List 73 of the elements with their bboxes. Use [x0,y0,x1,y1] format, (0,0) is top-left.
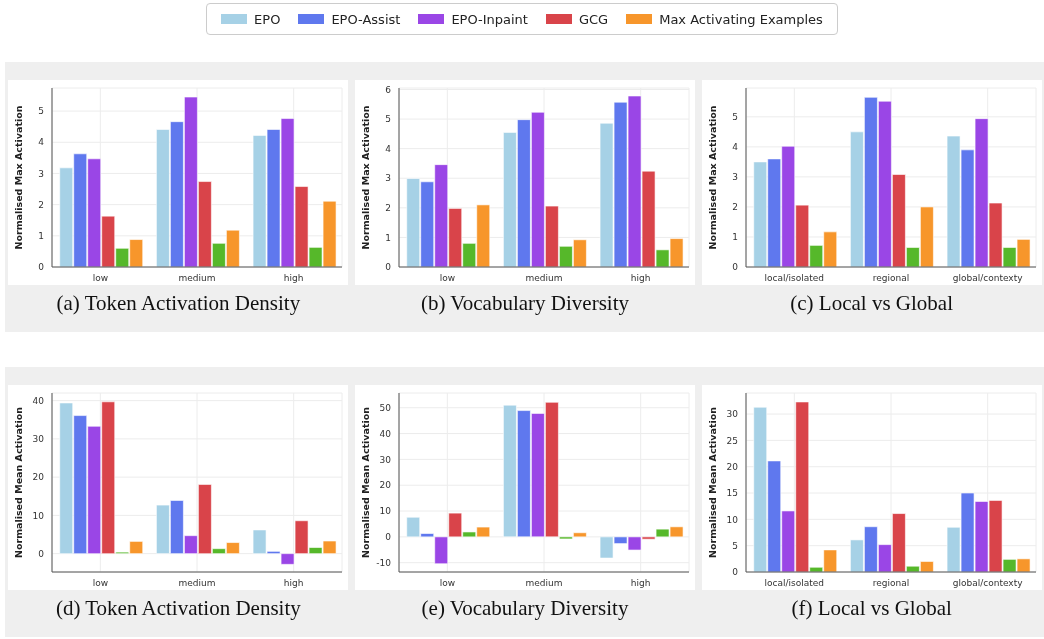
x-tick-label: regional [872,273,909,284]
y-tick-label: 5 [731,540,738,551]
text: (a) Token Activation Density [56,291,301,316]
y-tick-label: 3 [385,173,391,184]
y-tick-label: 15 [726,488,738,499]
y-tick-label: 30 [32,434,45,445]
y-tick-label: 0 [385,262,392,273]
x-tick-label: high [284,273,304,284]
x-tick-label: low [439,578,456,589]
x-tick-label: low [92,578,109,589]
y-tick-label: 40 [379,428,392,439]
y-tick-label: 0 [731,567,738,578]
legend-label: EPO-Assist [331,11,401,27]
legend-label: EPO [254,11,281,27]
y-tick-label: 2 [385,203,391,214]
y-tick-label: 10 [726,514,738,525]
x-tick-label: high [284,578,304,589]
legend-label: EPO-Inpaint [451,11,528,27]
y-tick-label: 0 [385,532,392,543]
x-tick-label: medium [178,578,216,589]
text: (b) Vocabulary Diversity [420,291,629,316]
x-tick-label: regional [872,578,909,589]
y-tick-label: 25 [726,435,738,446]
text: (e) Vocabulary Diversity [421,596,629,621]
x-tick-label: high [630,273,651,284]
y-axis-title: Normalised Mean Activation [360,406,372,559]
x-tick-label: medium [525,578,563,589]
y-tick-label: 4 [38,137,45,148]
y-tick-label: 0 [38,548,45,559]
y-tick-label: 3 [731,172,738,183]
x-tick-label: local/isolated [764,578,824,589]
y-tick-label: 0 [731,262,738,273]
y-tick-label: 20 [726,461,738,472]
y-tick-label: 3 [38,168,45,179]
y-tick-label: 20 [379,480,392,491]
y-tick-label: 2 [731,202,738,213]
text: (f) Local vs Global [791,596,952,621]
y-tick-label: 20 [32,472,45,483]
y-tick-label: 2 [38,199,45,210]
y-tick-label: 10 [379,506,392,517]
y-tick-label: 4 [385,143,392,154]
y-axis-title: Normalised Max Activation [360,105,372,250]
legend-label: Max Activating Examples [659,11,823,27]
x-tick-label: medium [178,273,216,284]
y-tick-label: -10 [376,557,392,568]
y-tick-label: 30 [379,454,392,465]
y-tick-label: 5 [731,112,738,123]
text: (d) Token Activation Density [55,596,301,621]
y-tick-label: 1 [38,231,45,242]
text: (c) Local vs Global [790,291,953,316]
y-tick-label: 10 [32,510,45,521]
x-tick-label: low [439,273,456,284]
y-tick-label: 1 [385,232,391,243]
x-tick-label: local/isolated [764,273,824,284]
y-tick-label: 4 [731,142,738,153]
y-tick-label: 6 [385,84,392,95]
y-axis-title: Normalised Max Activation [707,105,719,250]
y-tick-label: 5 [38,106,45,117]
x-tick-label: global/contexty [952,273,1023,284]
y-axis-title: Normalised Mean Activation [707,406,719,559]
y-tick-label: 50 [379,402,392,413]
x-tick-label: medium [525,273,563,284]
y-tick-label: 40 [32,395,45,406]
x-tick-label: low [92,273,109,284]
x-tick-label: high [630,578,651,589]
x-tick-label: global/contexty [952,578,1023,589]
legend-label: GCG [578,11,609,27]
y-tick-label: 1 [731,232,738,243]
y-tick-label: 0 [38,262,45,273]
y-tick-label: 5 [385,114,391,125]
y-tick-label: 30 [726,409,738,420]
y-axis-title: Normalised Mean Activation [13,406,25,559]
y-axis-title: Normalised Max Activation [13,105,25,250]
